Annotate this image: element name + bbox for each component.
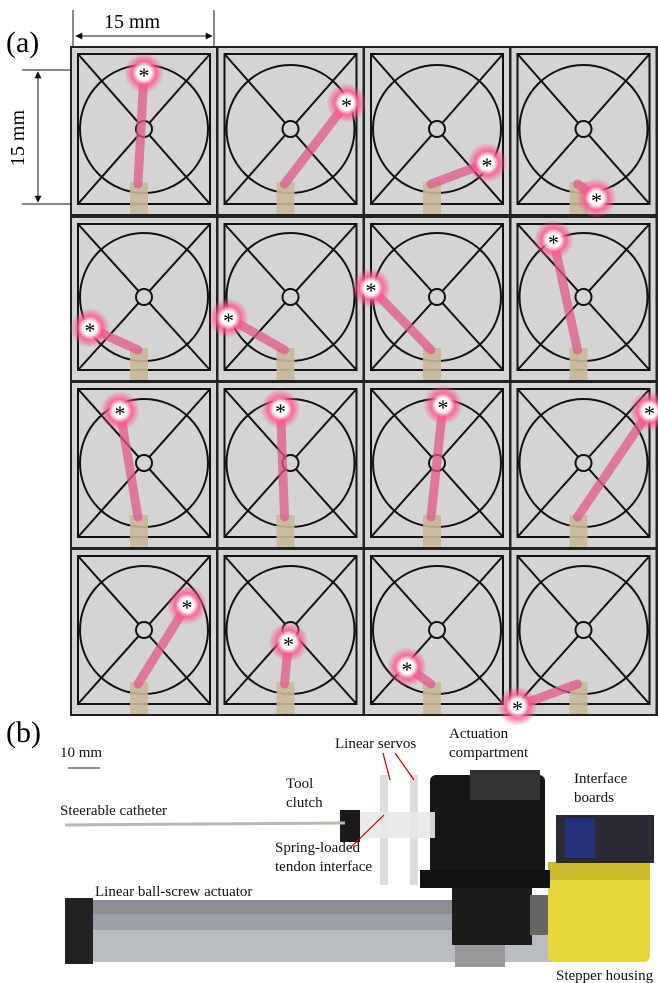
annotation: compartment (449, 745, 529, 761)
annotation: Spring-loaded (275, 840, 360, 856)
marker: * (591, 188, 602, 213)
photo-panel: * (351, 218, 509, 380)
center-mark (576, 455, 592, 471)
annotation: Interface (574, 771, 628, 787)
photo-panel: * (70, 218, 216, 380)
annotation: tendon interface (275, 859, 372, 875)
marker: * (115, 401, 126, 426)
leader-line (395, 753, 414, 780)
marker: * (85, 318, 96, 343)
marker: * (644, 401, 655, 426)
annotation: Linear servos (335, 736, 416, 752)
photo-panel: * (365, 383, 509, 547)
photo-panel: * (72, 383, 216, 547)
marker: * (283, 632, 294, 657)
center-mark (283, 289, 299, 305)
marker: * (275, 399, 286, 424)
photo-panel: * (219, 383, 363, 547)
marker: * (223, 308, 234, 333)
marker: * (366, 278, 377, 303)
center-mark (576, 121, 592, 137)
photo-panel: * (209, 218, 363, 380)
annotation: Stepper housing (556, 968, 654, 983)
photo-panel: * (72, 550, 216, 714)
panel-label: (a) (6, 26, 39, 59)
marker: * (341, 93, 352, 118)
photo-panel: * (512, 48, 656, 218)
photo-panel: * (219, 48, 367, 214)
annotation: Steerable catheter (60, 803, 167, 819)
center-mark (283, 121, 299, 137)
marker: * (548, 230, 559, 255)
center-mark (429, 121, 445, 137)
marker: * (139, 63, 150, 88)
annotation: Linear ball-screw actuator (95, 884, 252, 900)
marker: * (512, 696, 523, 721)
center-mark (136, 289, 152, 305)
center-mark (136, 455, 152, 471)
photo-panel: * (219, 550, 363, 714)
scale-label: 15 mm (7, 110, 29, 167)
scale-label: 10 mm (60, 745, 102, 761)
photo-panel: * (72, 48, 216, 214)
center-mark (576, 289, 592, 305)
figure: (a) 15 mm 15 mm * * * * * * * * * * * * * * * * (b) 10 … (0, 0, 658, 983)
scale-label: 15 mm (104, 11, 161, 33)
center-mark (576, 622, 592, 638)
marker: * (182, 595, 193, 620)
photo-panel: * (512, 383, 658, 547)
annotation: Tool (286, 776, 313, 792)
annotation: clutch (286, 795, 323, 811)
center-mark (136, 622, 152, 638)
marker: * (482, 153, 493, 178)
photo-panel: * (365, 550, 509, 714)
photo-panel: * (512, 218, 656, 380)
center-mark (429, 622, 445, 638)
photo-panel: * (365, 48, 509, 214)
center-mark (429, 289, 445, 305)
annotation: Actuation (449, 726, 509, 742)
annotation: boards (574, 790, 614, 806)
marker: * (402, 657, 413, 682)
marker: * (438, 395, 449, 420)
panel-label: (b) (6, 716, 41, 749)
photo-panel: * (498, 550, 656, 726)
